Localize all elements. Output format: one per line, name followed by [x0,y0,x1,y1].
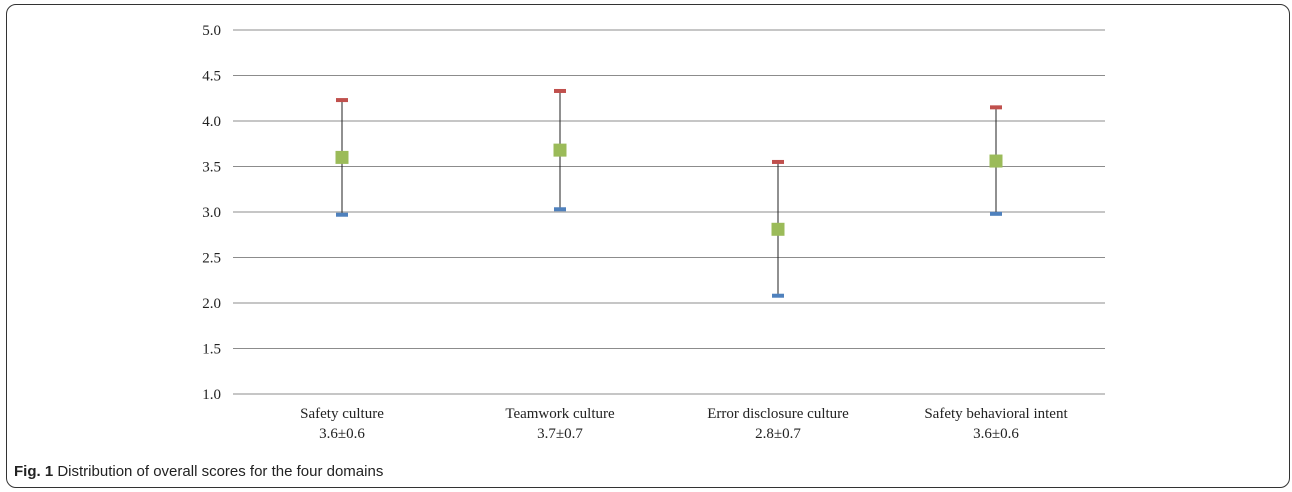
y-axis-tick-labels: 1.0 1.5 2.0 2.5 3.0 3.5 4.0 4.5 5.0 [202,23,221,403]
y-tick-label: 4.0 [202,114,221,130]
y-tick-label: 5.0 [202,23,221,39]
y-tick-label: 2.0 [202,296,221,312]
x-category-label: Teamwork culture [505,406,615,422]
figure-caption-text: Distribution of overall scores for the f… [57,463,383,480]
figure-caption-label: Fig. 1 [14,463,53,480]
lower-marker [772,294,784,298]
grid-lines [233,30,1105,394]
y-tick-label: 3.5 [202,160,221,176]
x-category-label: Safety culture [300,406,384,422]
mean-marker [336,151,349,164]
y-tick-label: 3.0 [202,205,221,221]
y-tick-label: 4.5 [202,69,221,85]
chart: 1.0 1.5 2.0 2.5 3.0 3.5 4.0 4.5 5.0 Safety cultu… [0,0,1292,450]
mean-marker [772,223,785,236]
x-category-subtitle: 3.7±0.7 [537,426,583,442]
whiskers [336,89,1003,298]
x-category-subtitle: 2.8±0.7 [755,426,801,442]
x-category-label: Error disclosure culture [707,406,849,422]
mean-marker [554,144,567,157]
y-tick-label: 2.5 [202,251,221,267]
x-category-subtitle: 3.6±0.6 [973,426,1019,442]
upper-marker [554,89,566,93]
upper-marker [336,98,348,102]
x-category-label: Safety behavioral intent [924,406,1068,422]
y-tick-label: 1.5 [202,342,221,358]
lower-marker [554,207,566,211]
lower-marker [336,213,348,217]
mean-marker [990,155,1003,168]
lower-marker [990,212,1002,216]
x-axis-category-labels: Safety culture 3.6±0.6 Teamwork culture 3.7… [300,406,1068,442]
upper-marker [990,105,1002,109]
figure-caption: Fig. 1 Distribution of overall scores fo… [14,463,383,480]
y-tick-label: 1.0 [202,387,221,403]
upper-marker [772,160,784,164]
x-category-subtitle: 3.6±0.6 [319,426,365,442]
